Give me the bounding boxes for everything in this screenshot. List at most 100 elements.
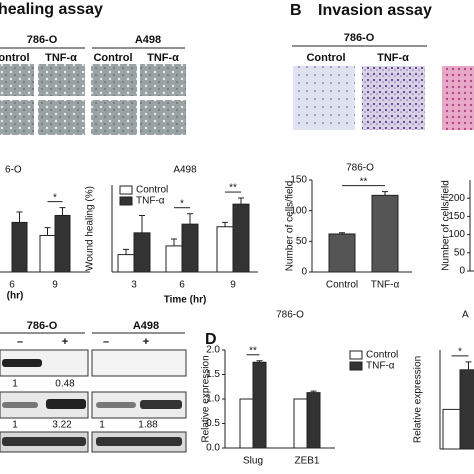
panel-letter: D [205,331,217,348]
quantity: 1 [99,420,105,431]
legend-label: TNF-α [366,361,395,372]
bar [165,245,183,273]
chart-title: A [462,310,469,321]
y-tick-label: 100 [448,229,465,240]
x-tick-label: ZEB1 [294,456,319,467]
y-axis-label: Relative expression [201,355,212,442]
bar [252,361,267,449]
significance: ** [249,345,257,356]
treatment: – [17,336,23,348]
x-tick-label: 3 [131,280,137,291]
bar [232,203,250,273]
significance: * [458,347,462,358]
legend-label: Control [136,185,168,196]
treatment: – [103,336,109,348]
panel-title: healing assay [0,1,103,18]
y-tick-label: 0.0 [206,443,220,454]
error-bar [44,227,51,236]
error-bar [382,191,388,196]
cell-line: A498 [133,320,159,332]
y-tick-label: 2.0 [206,345,220,356]
invasion-image [293,66,355,130]
y-tick-label: 0.5 [206,418,220,429]
quantity: 1 [12,420,18,431]
y-tick-label: 150 [448,211,465,222]
legend-label: TNF-α [136,196,165,207]
panel-letter: B [290,2,302,19]
quantity: 1 [12,379,18,390]
x-tick-label: TNF-α [371,280,400,291]
cell-line: 786-O [27,320,58,332]
condition: ontrol [0,52,30,64]
condition: TNF-α [147,52,179,64]
y-tick-label: 50 [454,247,466,258]
cell-line: 786-O [344,32,375,44]
error-bar [187,213,193,225]
error-bar [16,211,23,223]
legend-key [349,361,363,371]
error-bar [339,232,345,234]
y-tick-label: 100 [290,205,307,216]
y-tick-label: 1.5 [206,369,220,380]
error-bar [171,238,177,246]
error-bar [222,221,228,227]
bar [239,398,254,449]
bar [54,214,71,273]
x-axis-label: Time (hr) [164,295,207,306]
chart-title: 6-O [5,165,22,176]
invasion-image [442,66,474,130]
y-axis-label: Number of cells/field [285,181,296,272]
chart-title: A498 [173,165,197,176]
y-tick-label: 0 [301,267,307,278]
error-bar [256,360,263,363]
bar [293,398,308,449]
x-tick-label: 6 [9,280,15,291]
x-tick-label: Slug [243,456,263,467]
error-bar [59,207,66,216]
y-tick-label: 200 [448,193,465,204]
panel-title: Invasion assay [318,2,432,19]
condition: TNF-α [377,52,409,64]
error-bar [139,214,145,233]
y-tick-label: 150 [290,175,307,186]
legend-key [119,185,133,195]
bar [328,233,356,273]
error-bar [123,248,129,255]
quantity: 1.88 [138,420,158,431]
panel-c: 786-O A498 – + – + 1 0.48 1 3.22 1 1.88 [0,320,187,453]
y-tick-label: 0 [459,266,465,277]
y-axis-label: Number of cells/field [441,180,452,271]
quantity: 3.22 [52,420,72,431]
bar [459,369,474,450]
bar [133,232,151,273]
wound-images [0,64,186,135]
bar [442,408,461,450]
chart-title: 786-O [276,310,304,321]
cell-line: 786-O [27,34,58,46]
legend-key [349,350,363,360]
bar [216,226,234,273]
panel-a: healing assay 786-O A498 ontrol TNF-α Co… [0,1,186,135]
legend-label: Control [366,350,398,361]
bar [306,392,321,449]
significance: * [53,192,57,203]
significance: * [180,198,184,209]
condition: Control [306,52,345,64]
chart-title: 786-O [346,163,374,174]
x-tick-label: 9 [230,280,236,291]
bar [39,234,56,273]
significance: ** [229,183,237,194]
blot [0,349,187,453]
bar [181,223,199,273]
legend-key [119,196,133,206]
y-axis-label: Wound healing (%) [85,186,96,271]
y-axis-label: Relative expression [413,356,424,443]
x-tick-label: 6 [179,280,185,291]
x-axis-label: (hr) [7,291,24,302]
error-bar [465,361,472,370]
panel-b: B Invasion assay 786-O Control TNF-α [290,2,474,130]
y-tick-label: 1.0 [206,394,220,405]
quantity: 0.48 [55,379,75,390]
error-bar [238,197,244,205]
